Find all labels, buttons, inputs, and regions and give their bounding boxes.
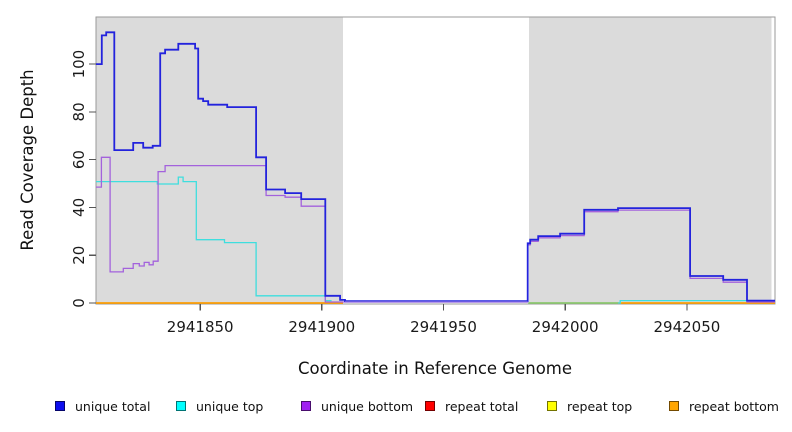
series-unique-total-line <box>96 31 775 302</box>
legend-item-repeat-total: repeat total <box>425 398 518 414</box>
legend-swatch-icon <box>425 401 435 411</box>
legend-label: repeat top <box>567 398 633 414</box>
plot-box <box>95 16 776 305</box>
legend-swatch-icon <box>176 401 186 411</box>
legend-swatch-icon <box>669 401 679 411</box>
series-unique-top-line <box>618 299 775 304</box>
y-tick-label: 60 <box>70 150 88 169</box>
y-axis-title: Read Coverage Depth <box>18 69 37 250</box>
x-tick-label: 2941850 <box>167 318 234 336</box>
y-tick-label: 40 <box>70 198 88 217</box>
legend-label: unique top <box>196 398 264 414</box>
y-tick-label: 80 <box>70 102 88 121</box>
x-tick-label: 2942050 <box>653 318 720 336</box>
series-unique-bottom-line <box>96 156 775 303</box>
legend-item-unique-total: unique total <box>55 398 150 414</box>
legend: unique total unique top unique bottom repea… <box>0 398 792 420</box>
x-tick-label: 2941900 <box>288 318 355 336</box>
legend-swatch-icon <box>547 401 557 411</box>
legend-label: repeat bottom <box>689 398 779 414</box>
legend-swatch-icon <box>55 401 65 411</box>
x-tick-label: 2942000 <box>532 318 599 336</box>
legend-label: repeat total <box>445 398 519 414</box>
shaded-region-left-alignment-block <box>96 17 343 304</box>
shaded-region-right-alignment-block <box>529 17 772 304</box>
coverage-plot: 2941850 2941900 2941950 2942000 2942050 0 20 40… <box>18 16 776 378</box>
legend-item-repeat-top: repeat top <box>547 398 632 414</box>
x-tick-label: 2941950 <box>410 318 477 336</box>
x-axis-title: Coordinate in Reference Genome <box>298 359 572 378</box>
series-unique-top-line <box>96 176 332 302</box>
legend-label: unique total <box>75 398 151 414</box>
y-tick-label: 100 <box>70 50 88 79</box>
legend-swatch-icon <box>301 401 311 411</box>
legend-item-unique-bottom: unique bottom <box>301 398 413 414</box>
y-tick-label: 0 <box>70 298 88 308</box>
legend-label: unique bottom <box>321 398 414 414</box>
legend-item-repeat-bottom: repeat bottom <box>669 398 779 414</box>
legend-item-unique-top: unique top <box>176 398 263 414</box>
y-tick-label: 20 <box>70 246 88 265</box>
